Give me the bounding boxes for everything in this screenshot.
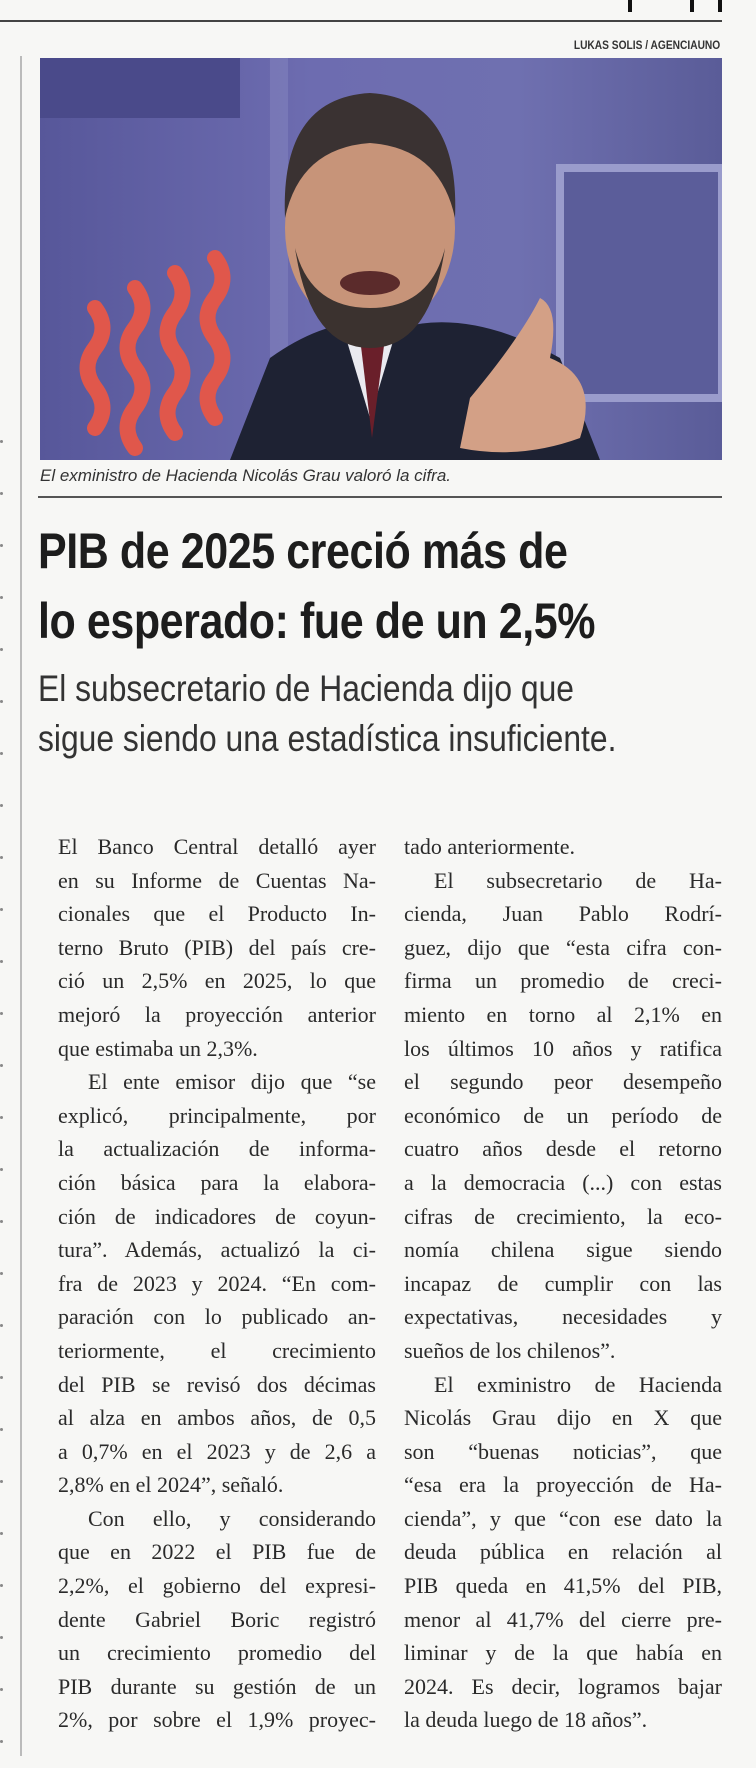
body-line: 2%, por sobre el 1,9% proyec- [58,1707,376,1733]
margin-dot [0,492,3,495]
margin-dot [0,1116,3,1119]
margin-dot [0,1220,3,1223]
body-line: liminar y de la que había en [404,1640,722,1666]
margin-dot [0,1480,3,1483]
margin-dot [0,440,3,443]
body-line: “esa era la proyección de Ha- [404,1472,722,1498]
body-line: a la democracia (...) con estas [404,1169,722,1195]
margin-dot [0,544,3,547]
body-column-right: tado anteriormente. El subsecretario de H… [404,830,722,1737]
body-line: 2024. Es decir, logramos bajar [404,1673,722,1699]
body-line: la deuda luego de 18 años”. [404,1707,648,1733]
margin-dot [0,1324,3,1327]
body-line: PIB durante su gestión de un [58,1673,376,1699]
body-line: cienda”, y que “con ese dato la [404,1505,722,1531]
body-line: cifras de crecimiento, la eco- [404,1203,722,1229]
body-line: deuda pública en relación al [404,1539,722,1565]
body-line: ción de indicadores de coyun- [58,1203,376,1229]
body-line: la actualización de informa- [58,1136,376,1162]
margin-dot [0,960,3,963]
body-line: Nicolás Grau dijo en X que [404,1405,722,1431]
body-line: El Banco Central detalló ayer [58,834,376,859]
body-line: guez, dijo que “esta cifra con- [404,934,722,960]
body-column-left: El Banco Central detalló ayer en su Infor… [58,830,376,1737]
margin-dot [0,752,3,755]
body-line: del PIB se revisó dos décimas [58,1371,376,1397]
body-line: económico de un período de [404,1102,722,1128]
body-line: explicó, principalmente, por [58,1102,376,1128]
margin-dot [0,1064,3,1067]
body-line: Con ello, y considerando [88,1505,376,1531]
body-line: en su Informe de Cuentas Na- [58,867,376,893]
margin-dot [0,1012,3,1015]
body-line: fra de 2023 y 2024. “En com- [58,1270,376,1296]
body-line: cionales que el Producto In- [58,901,376,927]
margin-dot [0,1688,3,1691]
body-line: los últimos 10 años y ratifica [404,1035,722,1061]
body-line: PIB queda en 41,5% del PIB, [404,1573,722,1599]
margin-dot [0,856,3,859]
body-line: al alza en ambos años, de 0,5 [58,1405,376,1431]
body-line: ció un 2,5% en 2025, lo que [58,968,376,994]
body-line: El ente emisor dijo que “se [88,1069,376,1095]
body-line: paración con lo publicado an- [58,1304,376,1330]
margin-divider [20,56,22,1756]
top-rule [0,20,722,22]
body-line: que en 2022 el PIB fue de [58,1539,376,1565]
caption-rule [38,496,722,498]
margin-dot [0,648,3,651]
body-line: el segundo peor desempeño [404,1069,722,1095]
body-line: teriormente, el crecimiento [58,1337,376,1363]
body-line: tado anteriormente. [404,834,576,859]
body-line: menor al 41,7% del cierre pre- [404,1606,722,1632]
headline-line-2: lo esperado: fue de un 2,5% [38,593,596,649]
margin-dot [0,1376,3,1379]
headline-line-1: PIB de 2025 creció más de [38,523,568,579]
body-line: incapaz de cumplir con las [404,1270,722,1296]
margin-dot [0,1532,3,1535]
body-line: dente Gabriel Boric registró [58,1606,376,1632]
body-line: son “buenas noticias”, que [404,1438,722,1464]
margin-dot [0,700,3,703]
body-line: un crecimiento promedio del [58,1640,376,1666]
body-line: nomía chilena sigue siendo [404,1237,722,1263]
subheadline-line-2: sigue siendo una estadística insuficient… [38,718,617,759]
body-line: que estimaba un 2,3%. [58,1035,258,1061]
body-line: terno Bruto (PIB) del país cre- [58,934,376,960]
margin-dot [0,908,3,911]
body-line: sueños de los chilenos”. [404,1337,616,1363]
body-line: a 0,7% en el 2023 y de 2,6 a [58,1438,376,1464]
photo-illustration [40,58,722,460]
margin-dot [0,596,3,599]
body-line: tura”. Además, actualizó la ci- [58,1237,376,1263]
photo-caption: El exministro de Hacienda Nicolás Grau v… [40,466,452,485]
margin-dot [0,1272,3,1275]
body-line: El exministro de Hacienda [434,1371,722,1397]
body-line: mejoró la proyección anterior [58,1001,376,1027]
masthead-fragment [590,0,730,12]
body-line: El subsecretario de Ha- [434,867,722,893]
subheadline-line-1: El subsecretario de Hacienda dijo que [38,668,574,709]
margin-dot [0,1584,3,1587]
article-photo [40,58,722,460]
body-line: ción básica para la elabora- [58,1169,376,1195]
body-line: expectativas, necesidades y [404,1304,722,1330]
body-line: firma un promedio de creci- [404,968,722,994]
body-line: miento en torno al 2,1% en [404,1001,722,1027]
margin-dot [0,1740,3,1743]
body-line: cienda, Juan Pablo Rodrí- [404,901,722,927]
margin-dot [0,804,3,807]
photo-credit: LUKAS SOLIS / AGENCIAUNO [573,38,720,52]
margin-dot [0,1636,3,1639]
margin-dot [0,1428,3,1431]
body-line: cuatro años desde el retorno [404,1136,722,1162]
body-line: 2,2%, el gobierno del expresi- [58,1573,376,1599]
body-line: 2,8% en el 2024”, señaló. [58,1472,284,1498]
margin-dot [0,1168,3,1171]
